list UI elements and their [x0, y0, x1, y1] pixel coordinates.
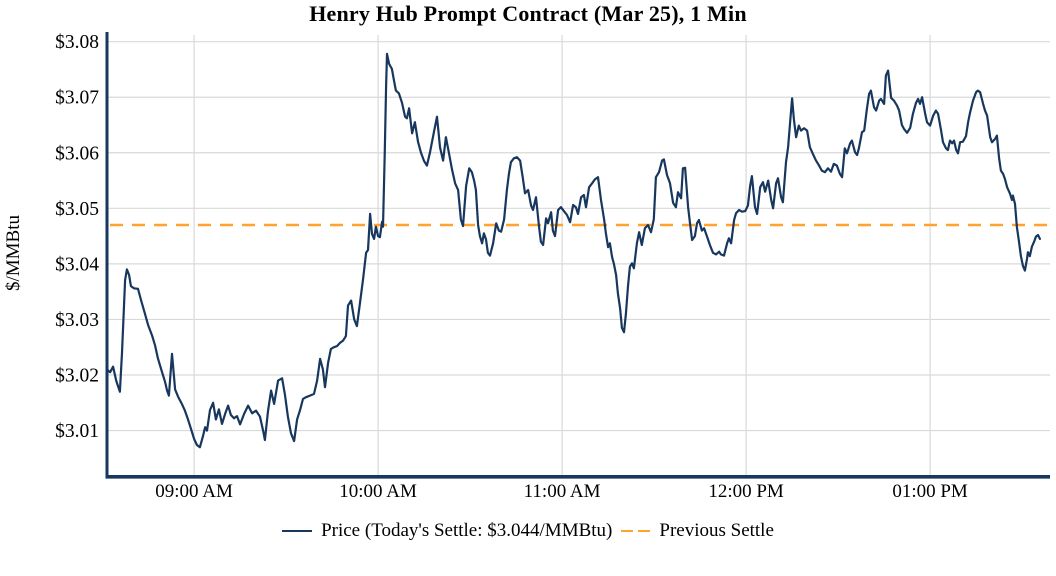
x-tick-label: 01:00 PM	[892, 481, 968, 502]
price-line-swatch	[282, 529, 313, 533]
x-tick-label: 09:00 AM	[155, 481, 233, 502]
y-tick-label: $3.02	[55, 366, 99, 387]
dash-icon	[621, 529, 634, 533]
y-tick-label: $3.05	[55, 199, 99, 220]
price-line	[105, 52, 1042, 449]
legend-price-label: Price (Today's Settle: $3.044/MMBtu)	[321, 520, 613, 541]
legend: Price (Today's Settle: $3.044/MMBtu) Pre…	[0, 520, 1056, 542]
x-tick-label: 12:00 PM	[708, 481, 784, 502]
previous-settle-swatch	[621, 529, 651, 533]
x-tick-label: 11:00 AM	[524, 481, 601, 502]
y-tick-label: $3.01	[55, 421, 99, 442]
x-tick-label: 10:00 AM	[339, 481, 417, 502]
y-tick-label: $3.07	[55, 88, 99, 109]
y-tick-label: $3.06	[55, 143, 99, 164]
y-tick-label: $3.08	[55, 32, 99, 53]
chart-title: Henry Hub Prompt Contract (Mar 25), 1 Mi…	[309, 1, 747, 26]
dash-icon	[638, 529, 651, 533]
y-tick-label: $3.04	[55, 254, 99, 275]
y-tick-label: $3.03	[55, 310, 99, 331]
legend-previous-settle-label: Previous Settle	[659, 520, 774, 541]
